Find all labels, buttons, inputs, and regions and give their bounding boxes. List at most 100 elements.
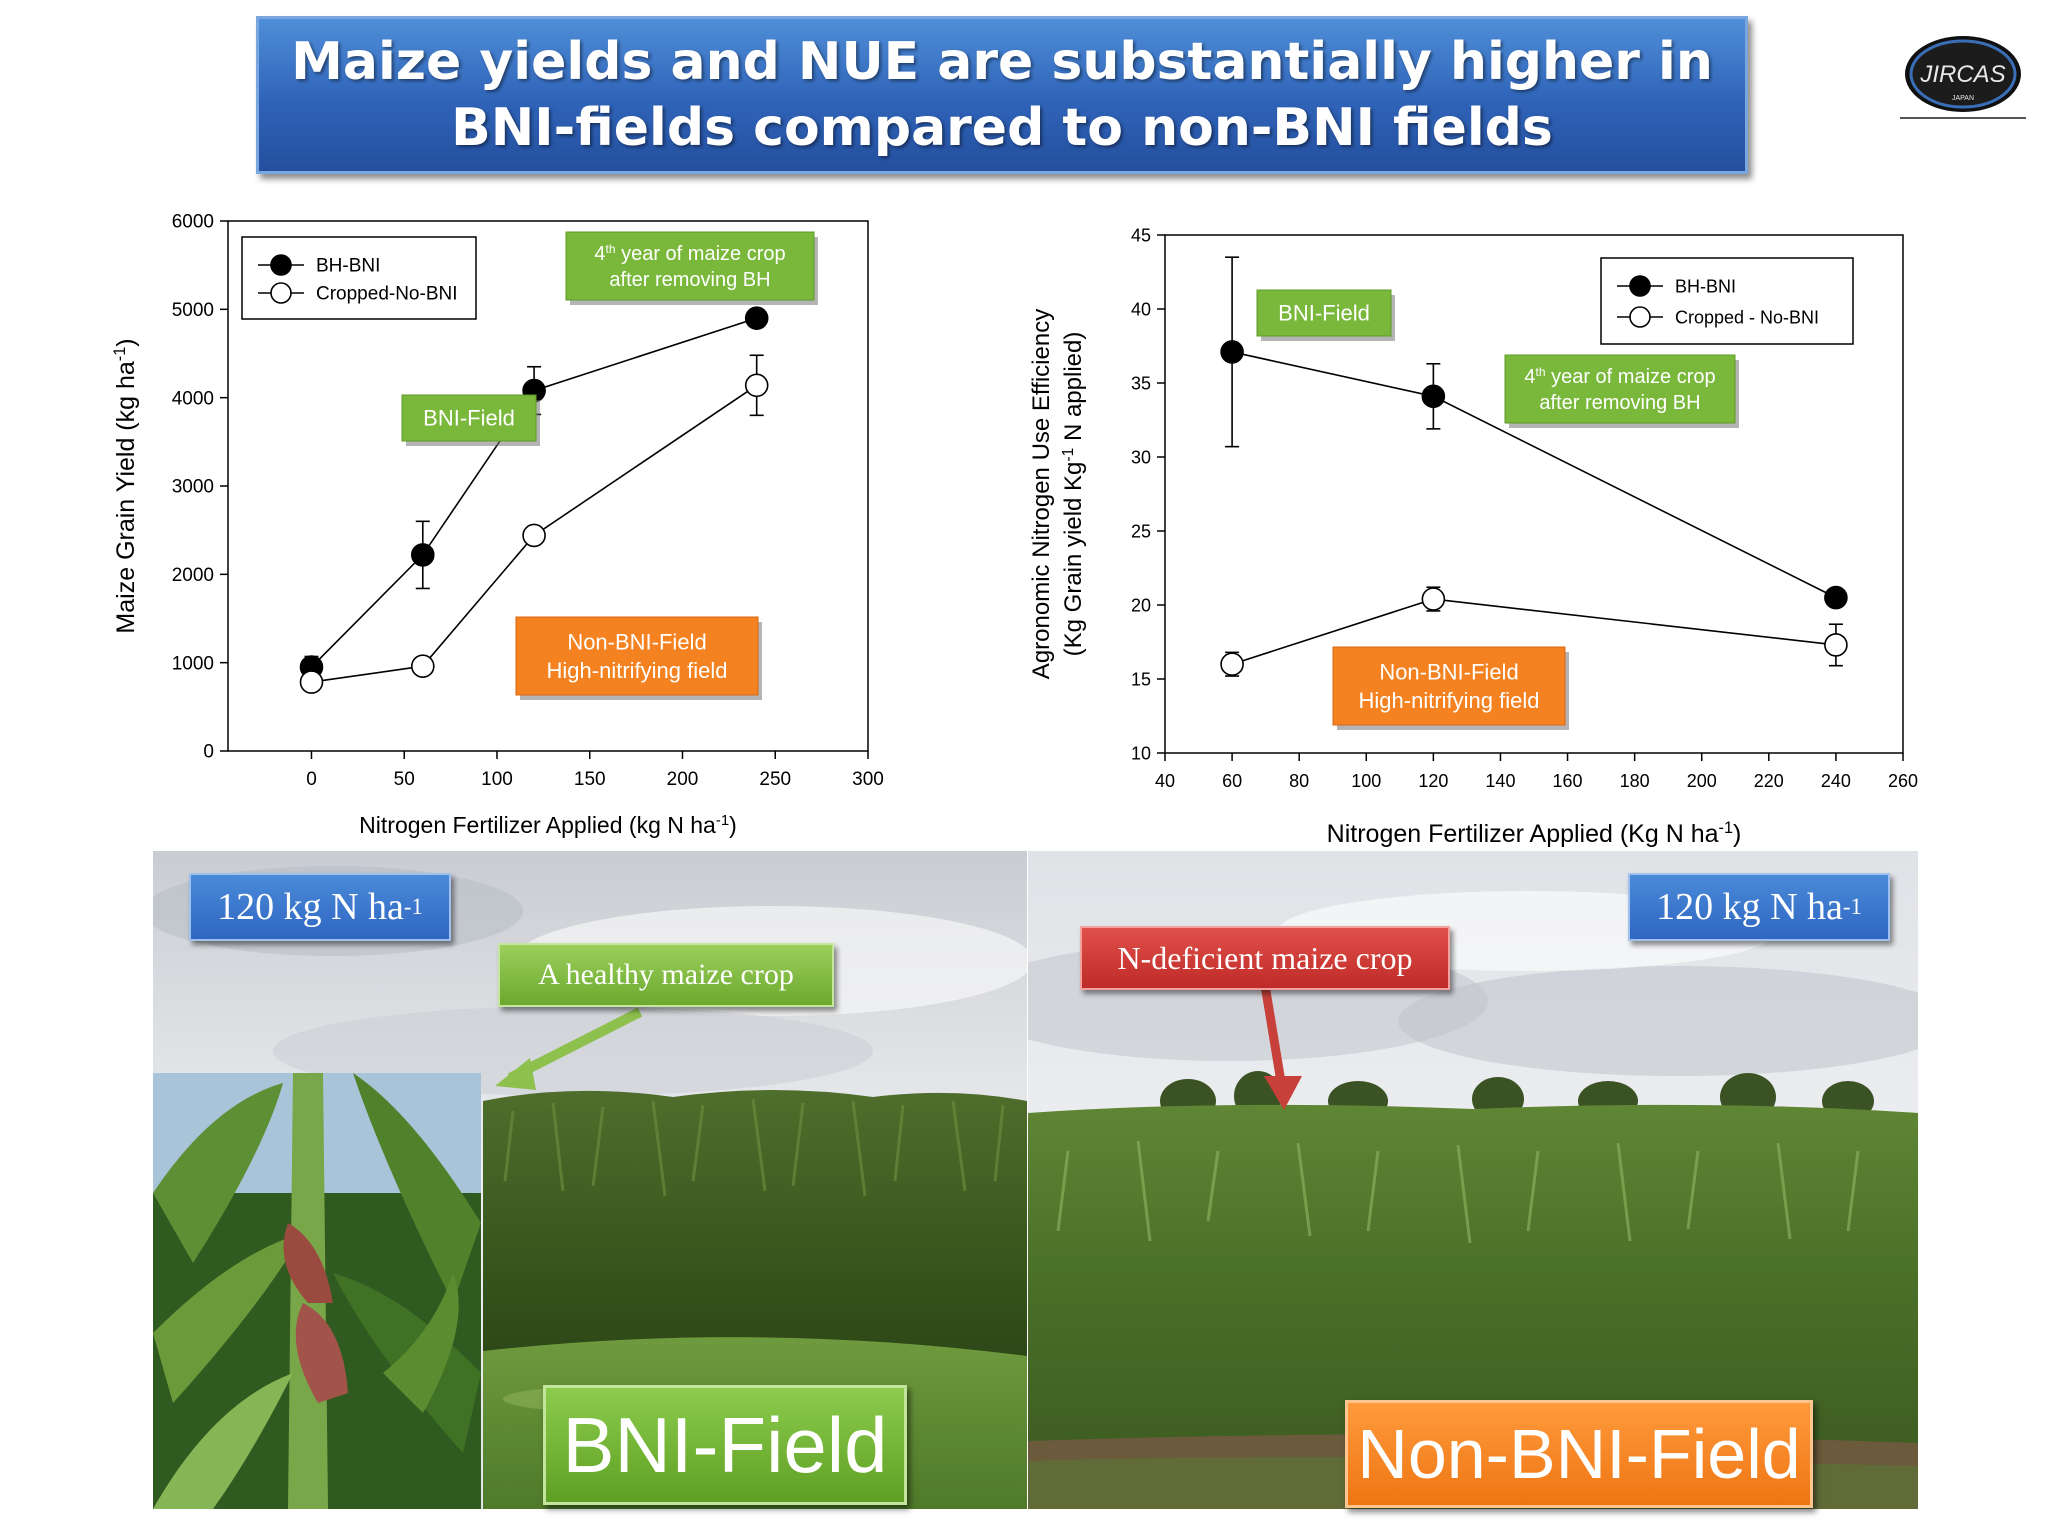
x-tick-label: 120: [1418, 771, 1448, 791]
nue-chart: 40 60 80 100 120 140 160 180 200 220 240 260 10 15 20 2…: [1028, 225, 1918, 848]
x-tick-label: 100: [1351, 771, 1381, 791]
n-deficient-arrowhead: [1264, 1076, 1302, 1110]
annotation-non-bni-field-line: High-nitrifying field: [547, 658, 728, 683]
data-point: [522, 523, 546, 548]
y-tick-label: 0: [203, 742, 214, 763]
legend-label: Cropped - No-BNI: [1675, 307, 1819, 327]
data-point: [1220, 652, 1244, 677]
annotation-bni-field-box: [1256, 289, 1392, 337]
data-point: [299, 670, 324, 694]
legend-box: [241, 236, 477, 320]
yield-chart: 0 50 100 150 200 250 3000100020003000400050006…: [111, 212, 884, 839]
healthy-crop-text: A healthy maize crop: [538, 958, 794, 991]
x-tick-label: 160: [1553, 771, 1583, 791]
maize-closeup-photo: [153, 1073, 481, 1509]
y-axis-title: Maize Grain Yield (kg ha-1): [111, 338, 140, 633]
data-point: [1421, 384, 1446, 409]
annotation-4th-year-line: 4th year of maize crop: [594, 242, 785, 265]
y-tick-label: 20: [1131, 595, 1151, 615]
x-tick-label: 260: [1888, 771, 1918, 791]
title-banner: Maize yields and NUE are substantially h…: [256, 16, 1748, 174]
data-point: [1421, 587, 1446, 611]
annotation-non-bni-field: Non-BNI-Field High-nitrifying field: [515, 616, 762, 700]
x-tick-label: 250: [759, 769, 791, 790]
y-tick-label: 6000: [172, 212, 214, 233]
plot-frame: [1164, 234, 1904, 754]
annotation-bni-field: BNI-Field: [1256, 289, 1395, 341]
y-tick-label: 30: [1131, 447, 1151, 467]
x-axis-title: Nitrogen Fertilizer Applied (Kg N ha-1): [1327, 819, 1742, 848]
right-dose-text: 120 kg N ha: [1656, 886, 1843, 928]
x-axis-title: Nitrogen Fertilizer Applied (kg N ha-1): [359, 812, 737, 839]
left-dose-text: 120 kg N ha: [217, 886, 404, 928]
n-deficient-text: N-deficient maize crop: [1117, 939, 1413, 976]
x-tick-label: 200: [667, 769, 699, 790]
left-dose-label: 120 kg N ha -1: [189, 873, 451, 941]
y-tick-label: 2000: [172, 565, 214, 586]
data-point: [1824, 633, 1848, 657]
non-bni-field-label: Non-BNI-Field: [1345, 1400, 1813, 1508]
data-point: [1220, 340, 1244, 364]
jircas-logo: JIRCAS JAPAN: [1900, 30, 2026, 122]
logo-subtext: JAPAN: [1952, 95, 1974, 102]
y-tick-label: 45: [1131, 225, 1151, 245]
healthy-crop-callout: A healthy maize crop: [498, 943, 834, 1007]
x-tick-label: 100: [481, 769, 513, 790]
data-point: [410, 543, 435, 567]
annotation-non-bni-field: Non-BNI-Field High-nitrifying field: [1332, 646, 1569, 730]
legend-marker: [270, 282, 292, 304]
legend-label: BH-BNI: [1675, 276, 1736, 296]
logo-text: JIRCAS: [1919, 61, 2005, 88]
annotation-4th-year-box: [1504, 354, 1736, 424]
legend-marker: [1629, 306, 1651, 328]
x-tick-label: 200: [1687, 771, 1717, 791]
maize-closeup-scene: [153, 1073, 481, 1509]
x-tick-label: 140: [1485, 771, 1515, 791]
right-dose-label: 120 kg N ha -1: [1628, 873, 1890, 941]
y-tick-label: 35: [1131, 373, 1151, 393]
data-point: [744, 373, 769, 398]
legend-box: [1600, 257, 1854, 345]
n-deficient-arrow: [1260, 984, 1287, 1089]
y-tick-label: 1000: [172, 653, 214, 674]
series-line-1: [311, 384, 758, 683]
annotation-bni-field-box: [401, 394, 537, 442]
bni-field-label-text: BNI-Field: [562, 1400, 888, 1489]
x-tick-label: 50: [394, 769, 415, 790]
annotation-4th-year-line: after removing BH: [609, 269, 770, 291]
y-axis-title-line2: (Kg Grain yield Kg-1 N applied): [1060, 332, 1088, 657]
x-tick-label: 40: [1155, 771, 1175, 791]
y-tick-label: 40: [1131, 299, 1151, 319]
x-tick-label: 220: [1754, 771, 1784, 791]
bni-field-label: BNI-Field: [543, 1385, 907, 1505]
annotation-4th-year-box: [565, 231, 815, 301]
annotation-non-bni-field-line: High-nitrifying field: [1359, 688, 1540, 713]
y-axis-title-line1: Agronomic Nitrogen Use Efficiency: [1028, 309, 1055, 679]
y-tick-label: 15: [1131, 669, 1151, 689]
annotation-non-bni-field-line: Non-BNI-Field: [567, 629, 706, 654]
y-tick-label: 4000: [172, 388, 214, 409]
y-tick-label: 5000: [172, 300, 214, 321]
x-tick-label: 300: [852, 769, 884, 790]
data-point: [410, 654, 435, 679]
y-tick-label: 10: [1131, 743, 1151, 763]
x-tick-label: 180: [1620, 771, 1650, 791]
series-line-0: [310, 317, 757, 668]
n-deficient-callout: N-deficient maize crop: [1080, 926, 1450, 990]
annotation-non-bni-field-box: [515, 616, 759, 696]
x-tick-label: 240: [1821, 771, 1851, 791]
globe-logo-icon: JIRCAS JAPAN: [1900, 36, 2026, 119]
annotation-bni-field-line: BNI-Field: [423, 406, 515, 431]
data-point: [744, 306, 769, 330]
annotation-4th-year: 4th year of maize crop after removing BH: [1504, 354, 1739, 428]
healthy-crop-arrowhead: [495, 1058, 536, 1090]
non-bni-field-label-text: Non-BNI-Field: [1357, 1415, 1801, 1493]
y-tick-label: 3000: [172, 477, 214, 498]
slide-title: Maize yields and NUE are substantially h…: [291, 32, 1713, 158]
annotation-non-bni-field-box: [1332, 646, 1566, 726]
legend-marker: [270, 254, 292, 276]
x-tick-label: 60: [1222, 771, 1242, 791]
legend-marker: [1629, 275, 1651, 297]
x-tick-label: 150: [574, 769, 606, 790]
annotation-4th-year-line: 4th year of maize crop: [1524, 365, 1715, 388]
